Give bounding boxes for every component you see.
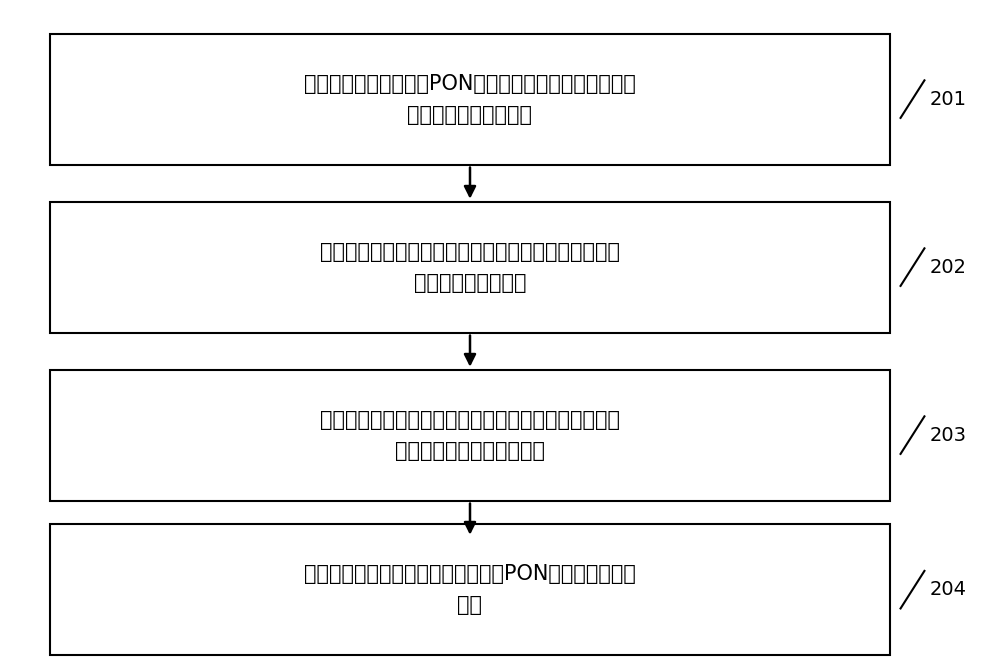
Bar [50, 370, 890, 501]
Text: 201: 201 [930, 89, 967, 109]
Text: 通过光时域反射仪获取PON支路中损耗与距离之间的曲线
关系，并存为离散数据: 通过光时域反射仪获取PON支路中损耗与距离之间的曲线 关系，并存为离散数据 [304, 73, 636, 125]
Text: 204: 204 [930, 580, 967, 599]
Text: 从获取到的离散数据中，读取能够反应支路故障与否的
一个或多个特征参数: 从获取到的离散数据中，读取能够反应支路故障与否的 一个或多个特征参数 [320, 241, 620, 293]
Bar [50, 202, 890, 333]
Text: 将所述一个或多个特征参数导入最佳支持向量机，并利
用最佳支持向量机进行计算: 将所述一个或多个特征参数导入最佳支持向量机，并利 用最佳支持向量机进行计算 [320, 409, 620, 461]
Text: 202: 202 [930, 257, 967, 277]
Bar [50, 524, 890, 655]
Bar [50, 34, 890, 165]
Text: 根据最佳支持向量机的计算结果，对PON中故障支路进行
定位: 根据最佳支持向量机的计算结果，对PON中故障支路进行 定位 [304, 564, 636, 616]
Text: 203: 203 [930, 425, 967, 445]
